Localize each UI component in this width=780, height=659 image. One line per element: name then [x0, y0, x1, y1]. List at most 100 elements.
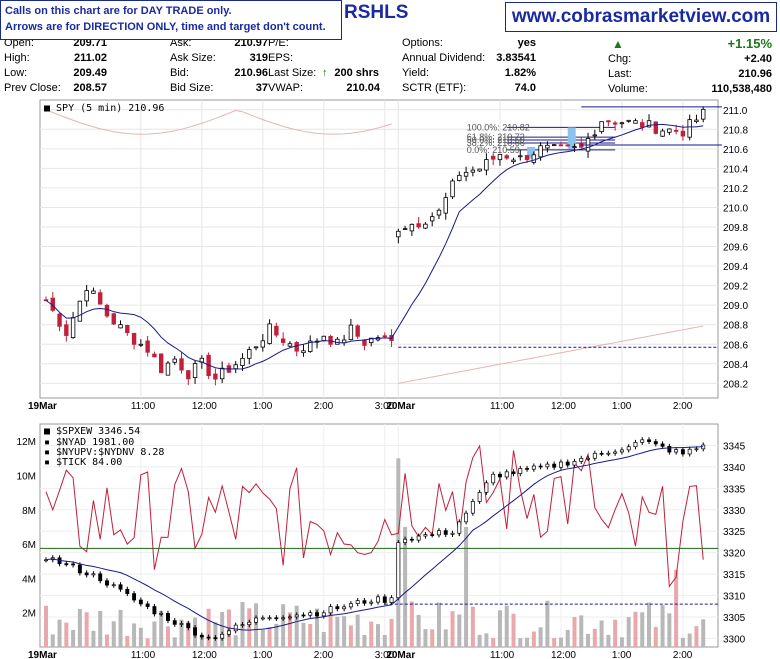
volume-bar — [57, 619, 62, 647]
index-bar-body — [552, 463, 557, 468]
chart-title: ■ SPY (5 min) 210.96 — [44, 103, 164, 114]
volume-bar — [531, 631, 536, 647]
volume-bar — [613, 619, 618, 647]
site-url[interactable]: www.cobrasmarketview.com — [505, 2, 777, 32]
candle-body — [77, 300, 83, 322]
y-tick-label: 208.2 — [723, 379, 748, 390]
candle-body — [504, 155, 509, 159]
high-value: 211.02 — [73, 52, 107, 64]
options-value: yes — [517, 37, 536, 49]
index-bar-body — [579, 457, 584, 462]
prev-close-label: Prev Close: — [4, 82, 61, 94]
x-tick-label: 1:00 — [612, 401, 632, 410]
candle-body — [172, 358, 177, 363]
candle-body — [104, 304, 110, 317]
volume-bar — [342, 616, 347, 647]
candle-body — [626, 119, 631, 122]
legend-entry: ▪ $NYAD 1981.00 — [44, 437, 134, 448]
index-bar-body — [362, 600, 367, 604]
candle-body — [430, 216, 435, 222]
volume-bar — [132, 623, 137, 647]
volume-bar — [572, 617, 577, 647]
volume-bar — [653, 626, 658, 647]
volume-bar — [328, 608, 333, 647]
fib-label: 0.0%: 210.59 — [467, 145, 520, 155]
volume-bar — [179, 619, 184, 647]
index-bar-body — [240, 624, 245, 627]
volume-bar — [145, 638, 150, 647]
candle-body — [701, 108, 706, 120]
index-bar-body — [125, 588, 130, 594]
x-tick-label: 12:00 — [551, 401, 576, 410]
candle-body — [125, 325, 130, 334]
index-bar-body — [111, 584, 116, 587]
x-tick-label: 2:00 — [314, 650, 334, 659]
chart-frame — [39, 99, 719, 399]
index-bar-body — [565, 461, 570, 466]
volume-bar — [647, 602, 652, 647]
quote-col-4: Options: yes Annual Dividend: 3.83541 Yiel… — [402, 36, 536, 98]
x-tick-label: 2:00 — [673, 401, 693, 410]
eps-label: EPS: — [268, 52, 294, 64]
index-bar-body — [680, 449, 685, 455]
index-bar-body — [172, 620, 177, 625]
candle-body — [179, 358, 184, 371]
x-tick-label: 1:00 — [612, 650, 632, 659]
candle-body — [653, 121, 658, 134]
volume-label: Volume: — [608, 83, 648, 95]
index-bar-body — [423, 534, 428, 537]
index-bar-body — [464, 512, 469, 523]
volume-bar — [50, 634, 55, 647]
candle-body — [165, 362, 171, 376]
candle-body — [531, 154, 537, 163]
volume-bar — [274, 623, 279, 647]
sctr-label: SCTR (ETF): — [402, 82, 467, 94]
volume-bar — [362, 634, 367, 647]
y-tick-label: 3300 — [723, 634, 746, 645]
index-bar-body — [653, 441, 658, 445]
index-bar-body — [545, 463, 550, 468]
candle-body — [497, 154, 503, 161]
index-bar-body — [647, 439, 651, 442]
candle-body — [287, 343, 293, 347]
candle-body — [612, 122, 618, 125]
volume-bar — [247, 608, 252, 647]
last-label: Last: — [608, 68, 632, 80]
volume-bar — [165, 626, 170, 647]
index-bar-body — [558, 461, 563, 468]
volume-bar — [491, 637, 496, 647]
index-bar-body — [674, 449, 679, 453]
candle-body — [253, 346, 259, 349]
tick-line — [45, 444, 704, 588]
x-tick-label: 19Mar — [28, 401, 57, 410]
candle-body — [524, 155, 530, 161]
index-bar-body — [538, 465, 543, 468]
volume-bar — [680, 637, 685, 647]
volume-bar — [186, 621, 191, 647]
candle-body — [538, 145, 543, 158]
symbol-name: RSHLS — [344, 2, 409, 23]
volume-bar — [389, 618, 394, 647]
index-bar-body — [477, 492, 482, 502]
index-bar-body — [403, 538, 408, 543]
y-tick-label: 3345 — [723, 441, 746, 452]
index-bar-body — [619, 449, 624, 453]
volume-bar — [159, 611, 164, 647]
candle-body — [233, 364, 238, 370]
last-size-label: Last Size: — [268, 67, 317, 79]
fib-label: 38.2%: 210.66 — [467, 138, 525, 148]
index-bar-body — [77, 564, 82, 574]
y-tick-label: 210.8 — [723, 125, 748, 136]
x-tick-label: 1:00 — [253, 401, 273, 410]
vwap-label: VWAP: — [268, 82, 304, 94]
fib-label: 61.8%: 210.72 — [467, 132, 525, 142]
candle-body — [667, 128, 672, 133]
candle-body — [219, 367, 225, 380]
candle-body — [321, 335, 326, 341]
candle-body — [646, 120, 652, 128]
volume-bar — [579, 615, 584, 647]
index-bar-body — [91, 573, 96, 576]
y-tick-label: 3330 — [723, 506, 746, 517]
candle-body — [565, 144, 570, 147]
fib-highlight — [527, 146, 536, 159]
